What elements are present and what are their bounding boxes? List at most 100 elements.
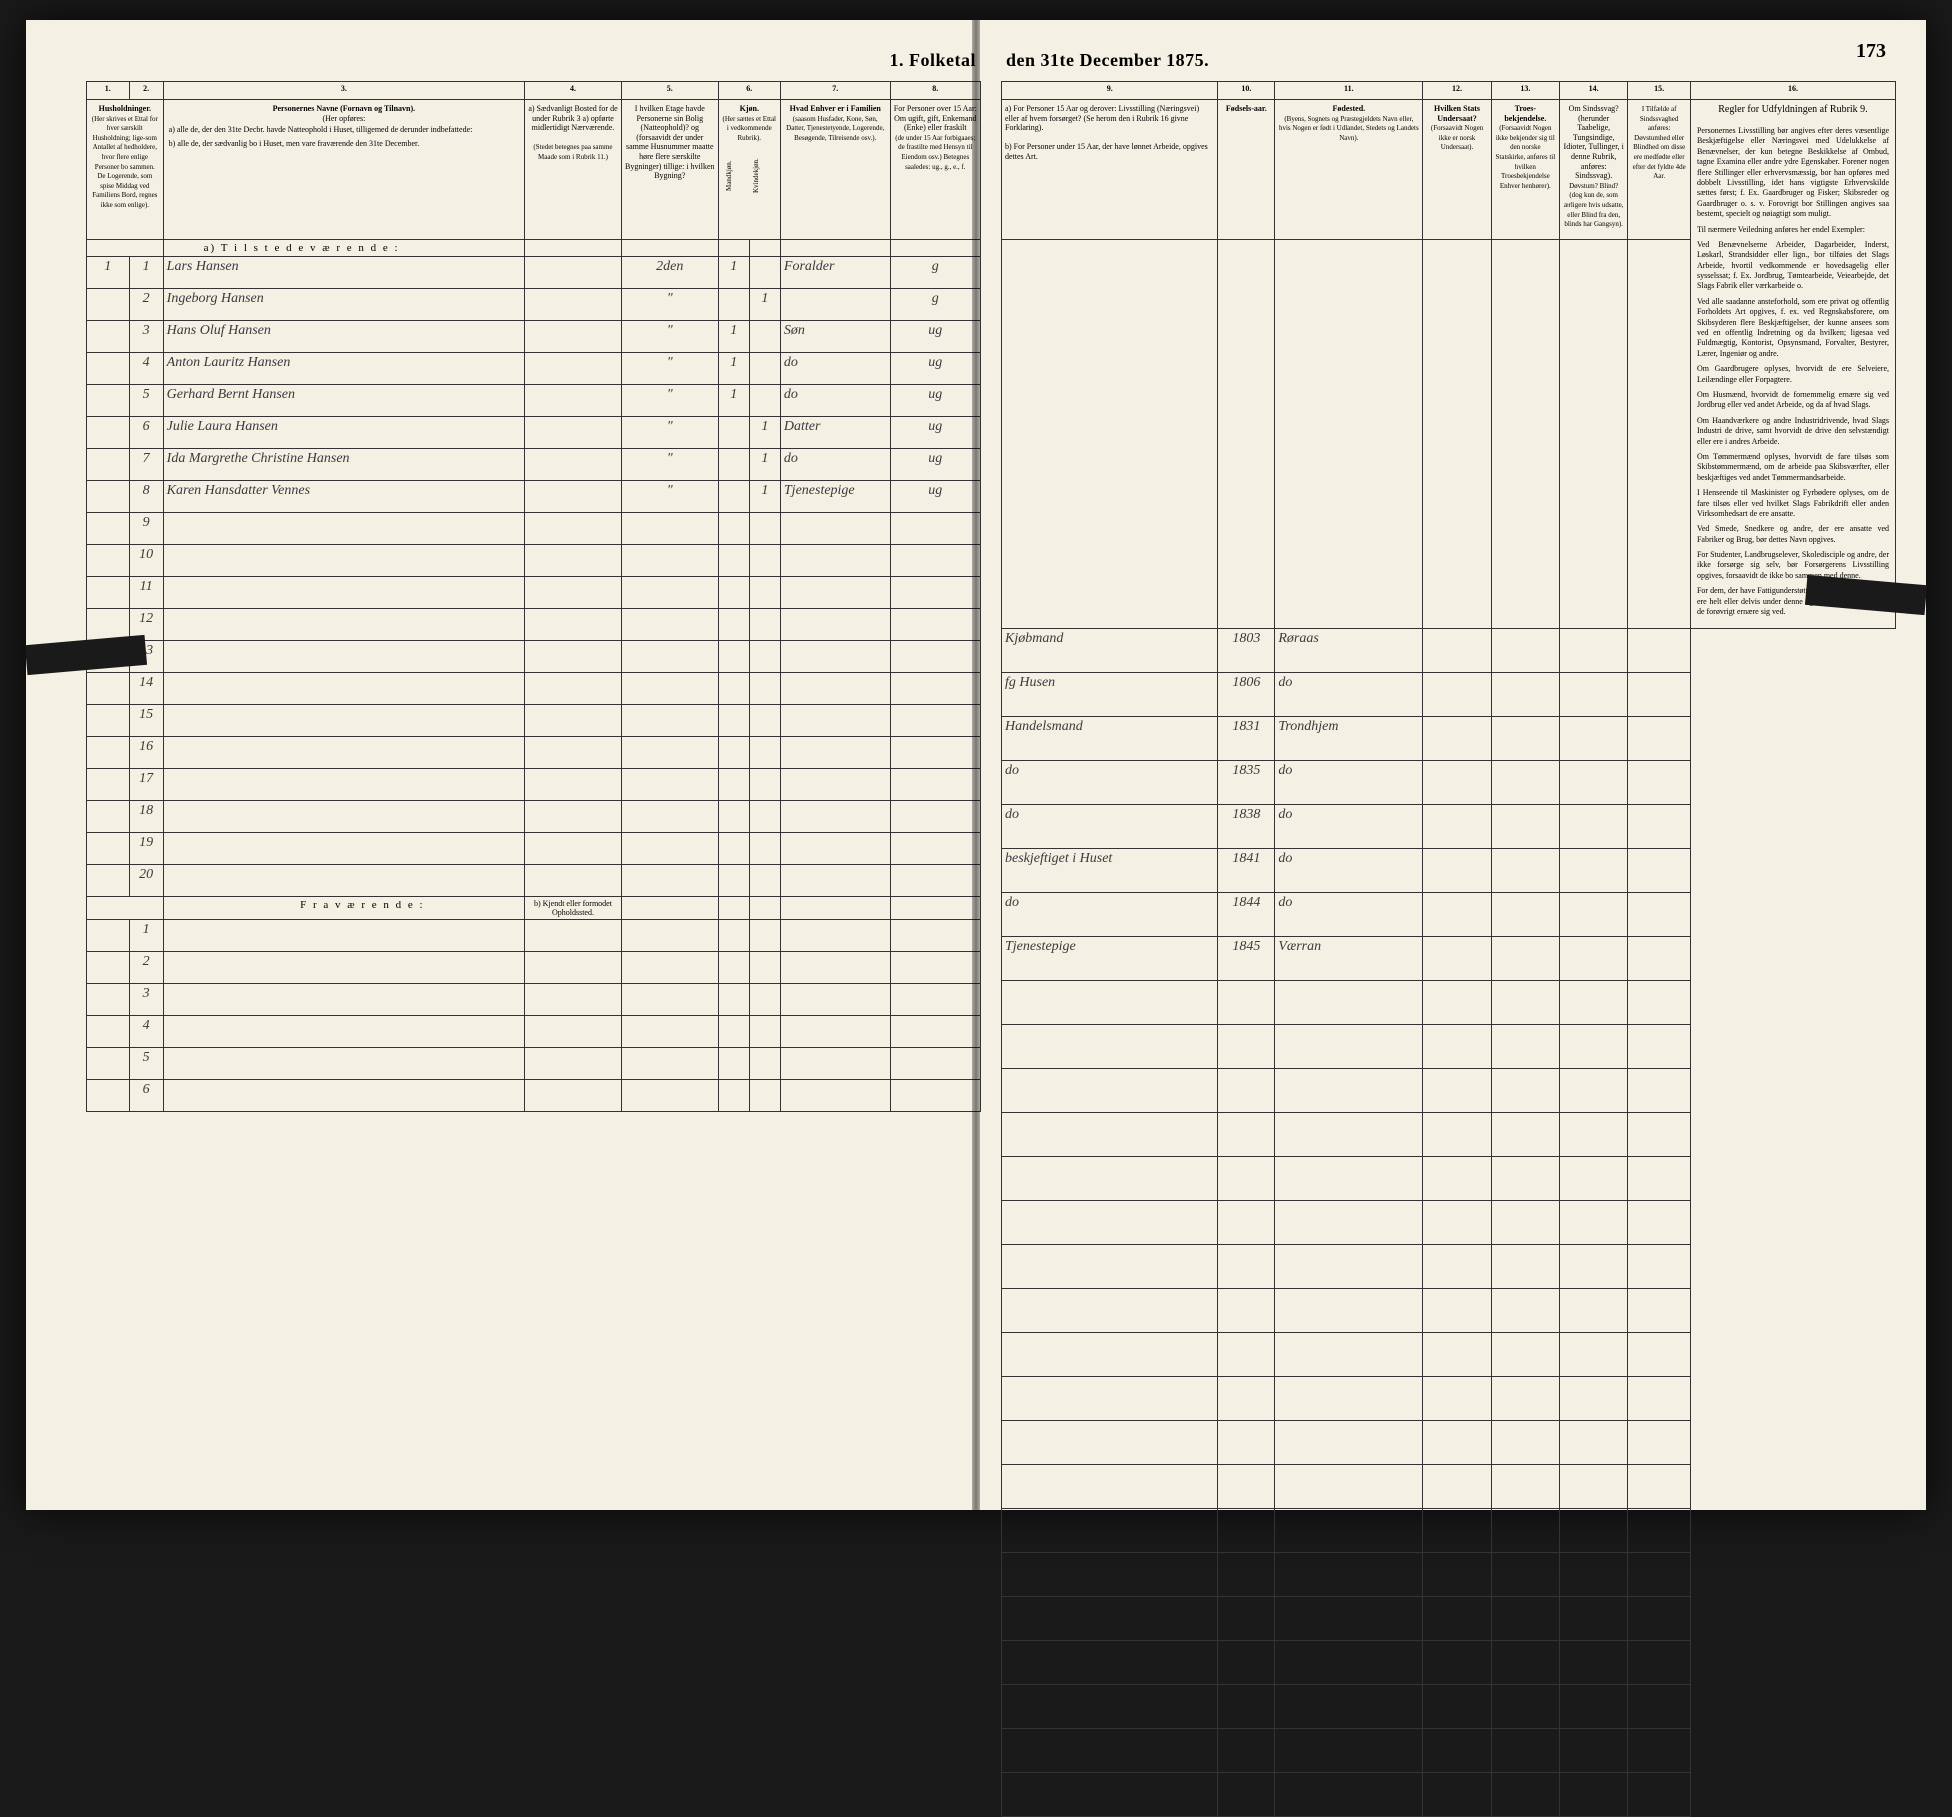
sex-f: 1 [749,417,780,449]
table-row [1002,1420,1896,1464]
col7-num: 7. [780,82,890,100]
citizenship [1423,805,1491,849]
civil-status: ug [890,321,980,353]
table-row: 20 [87,865,981,897]
table-row: 11 [87,577,981,609]
residence [525,353,622,385]
birthplace: do [1275,805,1423,849]
residence [525,385,622,417]
relation: Tjenestepige [780,481,890,513]
census-book: 1. Folketal 1. 2. 3. 4. 5. 6. 7. 8. Hush… [26,20,1926,1510]
occupation: do [1002,893,1218,937]
person-name: Karen Hansdatter Vennes [163,481,524,513]
h4: a) Sædvanligt Bosted for de under Rubrik… [525,100,622,240]
table-row [1002,1332,1896,1376]
person-name: Gerhard Bernt Hansen [163,385,524,417]
person-name: Anton Lauritz Hansen [163,353,524,385]
title-left: 1. Folketal [86,50,981,71]
civil-status: g [890,257,980,289]
table-row: 13 [87,641,981,673]
sidebar-cell: Regler for Udfyldningen af Rubrik 9. Per… [1690,100,1895,629]
household-num [87,289,130,321]
table-row [1002,1728,1896,1772]
birthplace: do [1275,849,1423,893]
birth-year: 1803 [1218,629,1275,673]
citizenship [1423,937,1491,981]
row-number: 2 [129,289,163,321]
residence [525,417,622,449]
sex-m: 1 [718,353,749,385]
h15: I Tilfælde af Sindssvaghed anføres: Døvs… [1628,100,1691,240]
column-number-row: 1. 2. 3. 4. 5. 6. 7. 8. [87,82,981,100]
birth-year: 1835 [1218,761,1275,805]
page-number: 173 [1856,40,1886,63]
rules-sidebar: Personernes Livsstilling bør angives eft… [1691,120,1895,628]
religion [1491,673,1559,717]
table-row [1002,1201,1896,1245]
relation: Datter [780,417,890,449]
sex-f: 1 [749,481,780,513]
table-row: 6 [87,1080,981,1112]
floor: 2den [621,257,718,289]
table-row: 4 [87,1016,981,1048]
residence [525,449,622,481]
table-row: fg Husen 1806 do [1002,673,1896,717]
occupation: Handelsmand [1002,717,1218,761]
citizenship [1423,761,1491,805]
citizenship [1423,673,1491,717]
floor: " [621,353,718,385]
h8: For Personer over 15 Aar: Om ugift, gift… [890,100,980,240]
col4-num: 4. [525,82,622,100]
religion [1491,717,1559,761]
sex-m [718,417,749,449]
table-row [1002,1376,1896,1420]
religion [1491,805,1559,849]
sex-m [718,289,749,321]
book-spine [972,20,980,1510]
table-row: 16 [87,737,981,769]
table-row: 8 Karen Hansdatter Vennes " 1 Tjenestepi… [87,481,981,513]
birthplace: Røraas [1275,629,1423,673]
table-row: 17 [87,769,981,801]
h6: Kjøn.(Her sættes et Ettal i vedkommende … [718,100,780,240]
h9: a) For Personer 15 Aar og derover: Livss… [1002,100,1218,240]
table-row: do 1838 do [1002,805,1896,849]
religion [1491,937,1559,981]
residence [525,481,622,513]
civil-status: ug [890,417,980,449]
civil-status: ug [890,385,980,417]
row-number: 3 [129,321,163,353]
disability-onset [1628,937,1691,981]
occupation: do [1002,805,1218,849]
row-number: 5 [129,385,163,417]
religion [1491,893,1559,937]
disability [1560,805,1628,849]
birthplace: do [1275,893,1423,937]
h3: Personernes Navne (Fornavn og Tilnavn). … [163,100,524,240]
relation: do [780,385,890,417]
table-row: 6 Julie Laura Hansen " 1 Datter ug [87,417,981,449]
table-row: 5 [87,1048,981,1080]
sex-m: 1 [718,257,749,289]
religion [1491,849,1559,893]
relation: do [780,353,890,385]
row-number: 7 [129,449,163,481]
civil-status: g [890,289,980,321]
table-row [1002,1464,1896,1508]
birth-year: 1838 [1218,805,1275,849]
household-num [87,353,130,385]
table-row: 12 [87,609,981,641]
sex-m: 1 [718,321,749,353]
table-row [1002,1552,1896,1596]
birthplace: do [1275,673,1423,717]
disability-onset [1628,673,1691,717]
table-row: Kjøbmand 1803 Røraas [1002,629,1896,673]
table-row [1002,1772,1896,1816]
table-row [1002,1684,1896,1728]
col11-num: 11. [1275,82,1423,100]
sex-m: 1 [718,385,749,417]
h1: Husholdninger.(Her skrives et Ettal for … [87,100,164,240]
title-right: den 31te December 1875. [1001,50,1896,71]
citizenship [1423,893,1491,937]
table-row: beskjeftiget i Huset 1841 do [1002,849,1896,893]
